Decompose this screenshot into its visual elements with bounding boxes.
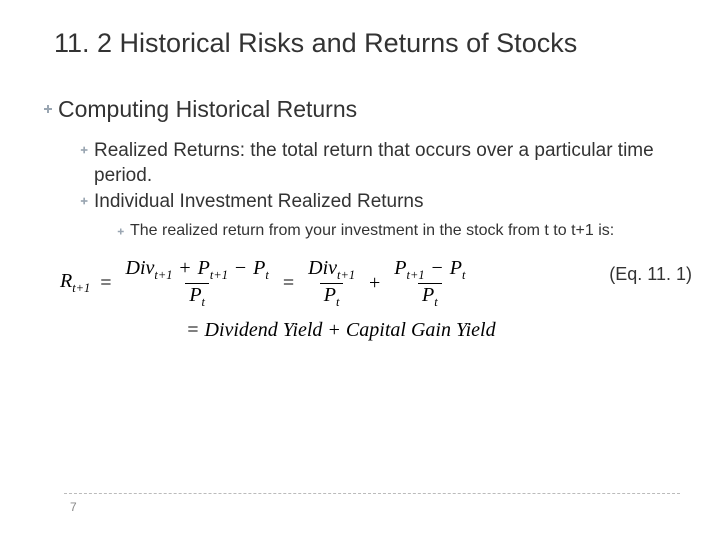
level3-text: The realized return from your investment… [130, 221, 614, 242]
level2b-text: Individual Investment Realized Returns [94, 190, 424, 215]
page-number: 7 [70, 500, 680, 514]
equation-row2: = Dividend Yield + Capital Gain Yield [186, 319, 496, 342]
bullet-icon [76, 139, 94, 155]
level2a-text: Realized Returns: the total return that … [94, 139, 680, 188]
bullet-level1: Computing Historical Returns [40, 95, 680, 125]
equation: Rt+1 = Divt+1 + Pt+1 − Pt Pt = Divt+1 Pt… [60, 258, 680, 342]
bullet-icon [40, 95, 58, 115]
footer: 7 [64, 493, 680, 514]
bullet-icon [112, 221, 130, 236]
equation-block: (Eq. 11. 1) Rt+1 = Divt+1 + Pt+1 − Pt Pt… [60, 258, 680, 342]
slide-title: 11. 2 Historical Risks and Returns of St… [54, 28, 680, 59]
bullet-level3: The realized return from your investment… [112, 221, 680, 242]
footer-divider [64, 493, 680, 494]
equation-label: (Eq. 11. 1) [609, 264, 692, 285]
bullet-level2: Individual Investment Realized Returns [76, 190, 680, 215]
bullet-level2: Realized Returns: the total return that … [76, 139, 680, 188]
level1-text: Computing Historical Returns [58, 95, 357, 125]
bullet-icon [76, 190, 94, 206]
